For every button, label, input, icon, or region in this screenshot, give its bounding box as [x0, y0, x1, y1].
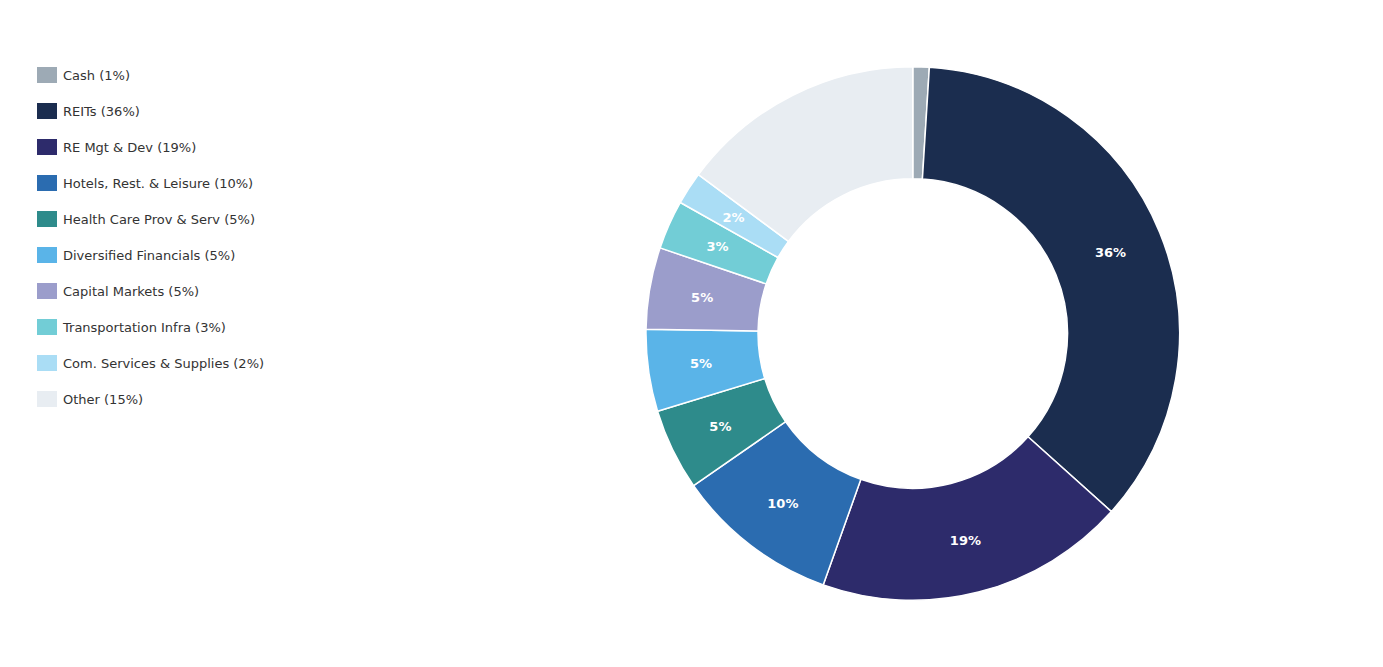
svg-text:10%: 10%: [767, 496, 798, 511]
svg-text:RE Mgt & Dev (19%): RE Mgt & Dev (19%): [63, 140, 196, 155]
svg-text:Cash (1%): Cash (1%): [63, 68, 130, 83]
svg-text:19%: 19%: [950, 533, 981, 548]
svg-text:Hotels, Rest. & Leisure (10%): Hotels, Rest. & Leisure (10%): [63, 176, 253, 191]
svg-text:5%: 5%: [691, 290, 713, 305]
svg-text:Other (15%): Other (15%): [63, 392, 143, 407]
svg-text:Diversified Financials (5%): Diversified Financials (5%): [63, 248, 235, 263]
svg-text:REITs (36%): REITs (36%): [63, 104, 140, 119]
svg-text:36%: 36%: [1095, 245, 1126, 260]
svg-text:3%: 3%: [707, 239, 729, 254]
svg-text:5%: 5%: [690, 356, 712, 371]
svg-text:Capital Markets (5%): Capital Markets (5%): [63, 284, 199, 299]
svg-text:5%: 5%: [709, 419, 731, 434]
svg-text:Com. Services & Supplies (2%): Com. Services & Supplies (2%): [63, 356, 264, 371]
svg-text:Health Care Prov & Serv (5%): Health Care Prov & Serv (5%): [63, 212, 255, 227]
svg-text:Transportation Infra (3%): Transportation Infra (3%): [62, 320, 226, 335]
svg-text:2%: 2%: [722, 210, 744, 225]
